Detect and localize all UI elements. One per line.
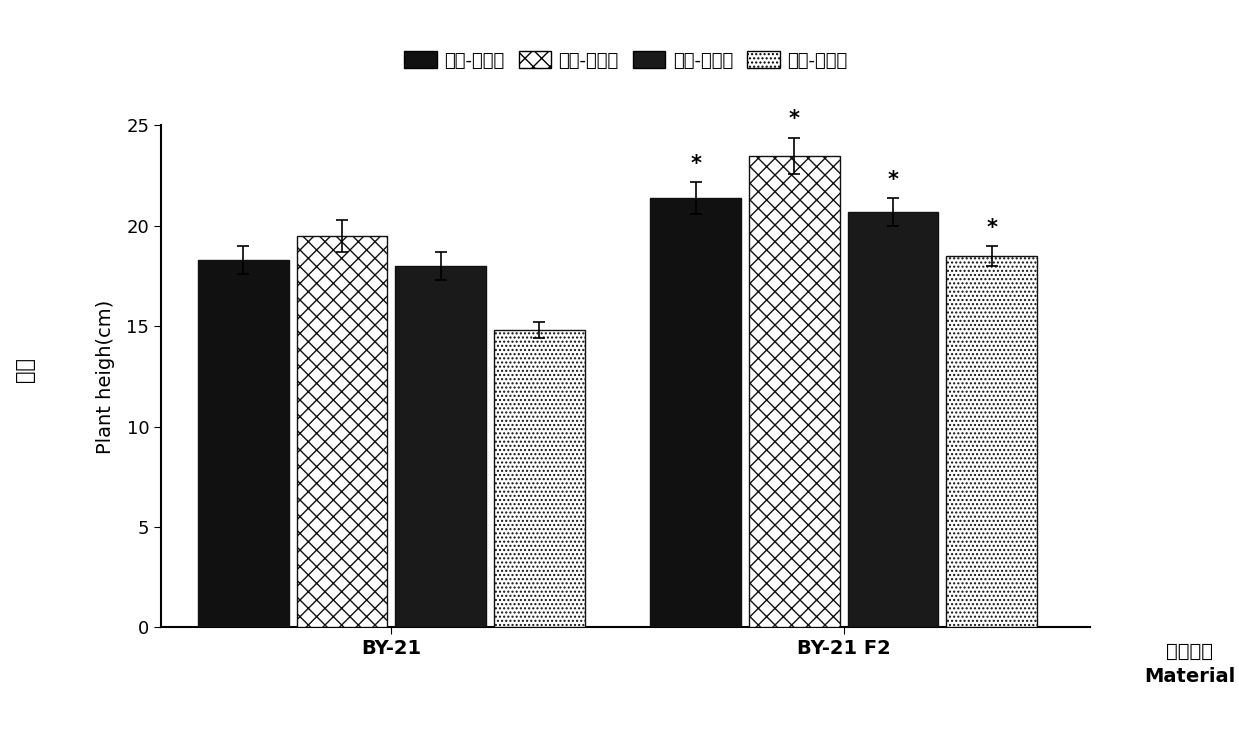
Bar bbox=[947, 256, 1037, 627]
Y-axis label: Plant heigh(cm): Plant heigh(cm) bbox=[97, 299, 115, 454]
Text: *: * bbox=[887, 170, 898, 190]
Legend: 单种-荒地土, 单种-农田土, 混种-荒地土, 混种-农田土: 单种-荒地土, 单种-农田土, 混种-荒地土, 混种-农田土 bbox=[396, 44, 855, 77]
Text: *: * bbox=[986, 218, 997, 238]
Text: *: * bbox=[690, 154, 701, 173]
Bar bbox=[395, 266, 486, 627]
Bar bbox=[847, 212, 938, 627]
Bar bbox=[650, 198, 741, 627]
Bar bbox=[198, 260, 289, 627]
Text: 株高: 株高 bbox=[15, 356, 35, 382]
Bar bbox=[748, 156, 840, 627]
Text: *: * bbox=[789, 109, 800, 129]
Text: 供试种群
Material: 供试种群 Material bbox=[1144, 642, 1235, 686]
Bar bbox=[494, 330, 585, 627]
Bar bbox=[296, 236, 388, 627]
